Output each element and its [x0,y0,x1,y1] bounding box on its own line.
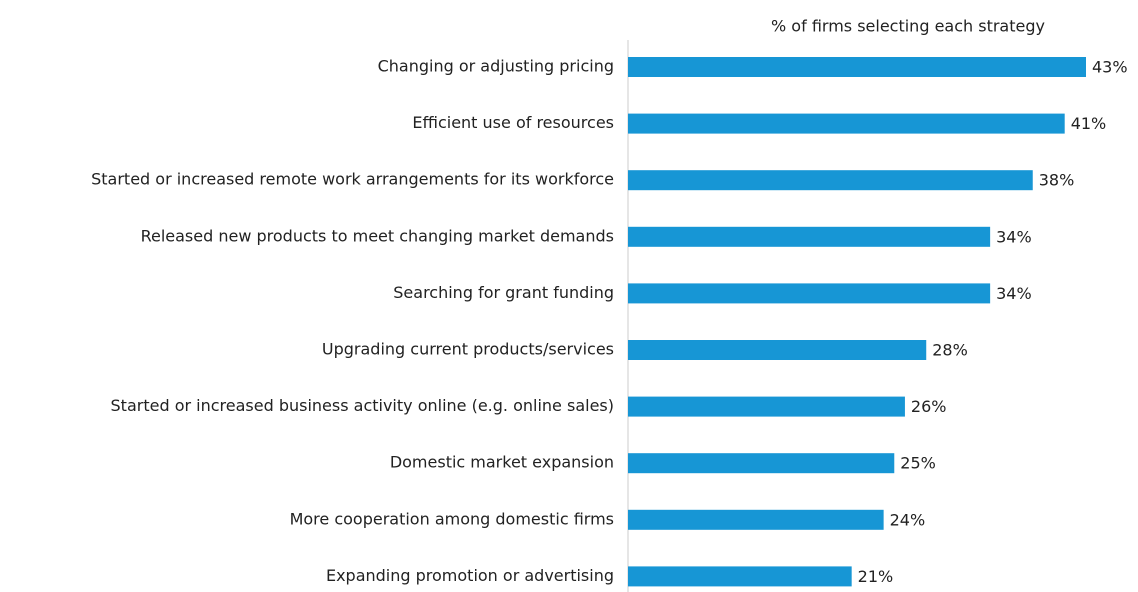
category-label: Started or increased remote work arrange… [91,170,614,189]
value-label: 34% [996,227,1032,246]
bar [628,170,1033,191]
category-label: More cooperation among domestic firms [290,509,614,528]
category-label: Released new products to meet changing m… [141,226,614,245]
bar [628,113,1065,134]
value-label: 24% [890,510,926,529]
category-label: Efficient use of resources [412,113,614,132]
value-label: 26% [911,397,947,416]
category-label: Domestic market expansion [390,453,614,472]
bar [628,566,852,587]
value-label: 43% [1092,58,1128,77]
value-label: 28% [932,341,968,360]
bar [628,340,927,360]
category-label: Started or increased business activity o… [111,396,614,415]
axis-title: % of firms selecting each strategy [771,17,1045,36]
category-label: Expanding promotion or advertising [326,566,614,585]
category-label: Changing or adjusting pricing [378,57,614,76]
value-label: 38% [1039,171,1075,190]
bar [628,226,991,247]
bar [628,509,884,530]
value-label: 34% [996,284,1032,303]
category-label: Upgrading current products/services [322,340,614,359]
bar [628,57,1086,77]
value-label: 41% [1071,114,1107,133]
bar [628,396,905,417]
bar [628,283,991,304]
category-label: Searching for grant funding [393,283,614,302]
value-label: 25% [900,454,936,473]
value-label: 21% [858,567,894,586]
bar [628,453,895,474]
